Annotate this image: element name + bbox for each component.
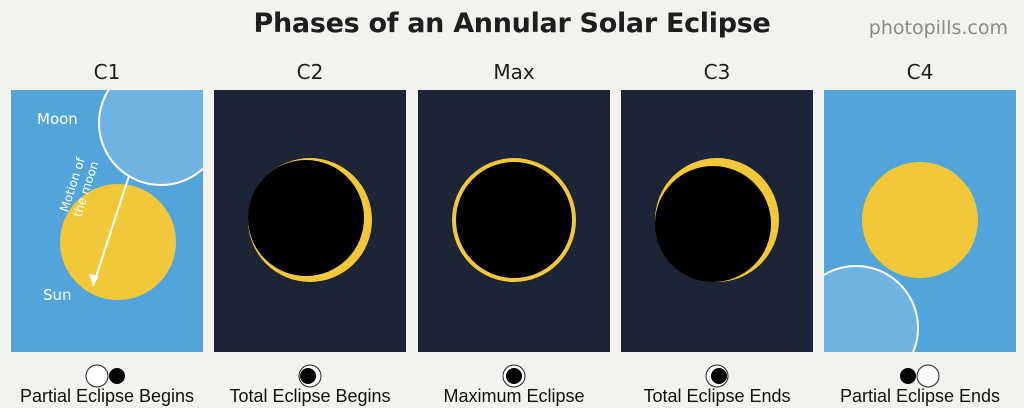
caption-c4: Partial Eclipse Ends	[839, 386, 1001, 406]
sun-disc	[60, 184, 176, 300]
sun-label: Sun	[43, 286, 72, 304]
caption-c1: Partial Eclipse Begins	[19, 386, 195, 406]
page-title: Phases of an Annular Solar Eclipse	[253, 8, 771, 39]
panel-max	[418, 90, 610, 352]
panel-c4	[824, 90, 1016, 352]
phase-c1: C1 Moon Sun Motion of the moon Partial E…	[11, 0, 203, 408]
phase-icon-c1	[85, 364, 125, 388]
caption-c2: Total Eclipse Begins	[229, 386, 391, 406]
phase-c2: C2 Total Eclipse Begins	[214, 0, 406, 408]
phase-label-c4: C4	[906, 60, 934, 84]
caption-c3: Total Eclipse Ends	[643, 386, 791, 406]
phase-c3: C3 Total Eclipse Ends	[621, 0, 813, 408]
phase-c4: C4 Partial Eclipse Ends	[824, 0, 1016, 408]
phase-icon-c4	[900, 364, 940, 388]
brand-watermark: photopills.com	[868, 17, 1008, 39]
panel-c3	[621, 90, 813, 352]
phase-label-max: Max	[493, 60, 535, 84]
phase-label-c3: C3	[703, 60, 731, 84]
phase-label-c2: C2	[296, 60, 324, 84]
phase-max: Max Maximum Eclipse	[418, 0, 610, 408]
caption-max: Maximum Eclipse	[443, 386, 585, 406]
phase-label-c1: C1	[93, 60, 121, 84]
moon-label: Moon	[37, 110, 78, 128]
moon-disc	[98, 90, 203, 186]
phase-icon-c3	[705, 364, 729, 388]
panel-c2	[214, 90, 406, 352]
panel-c1: Moon Sun Motion of the moon	[11, 90, 203, 352]
motion-arrow	[92, 175, 130, 287]
phase-icon-c2	[298, 364, 322, 388]
phase-icon-max	[502, 364, 526, 388]
